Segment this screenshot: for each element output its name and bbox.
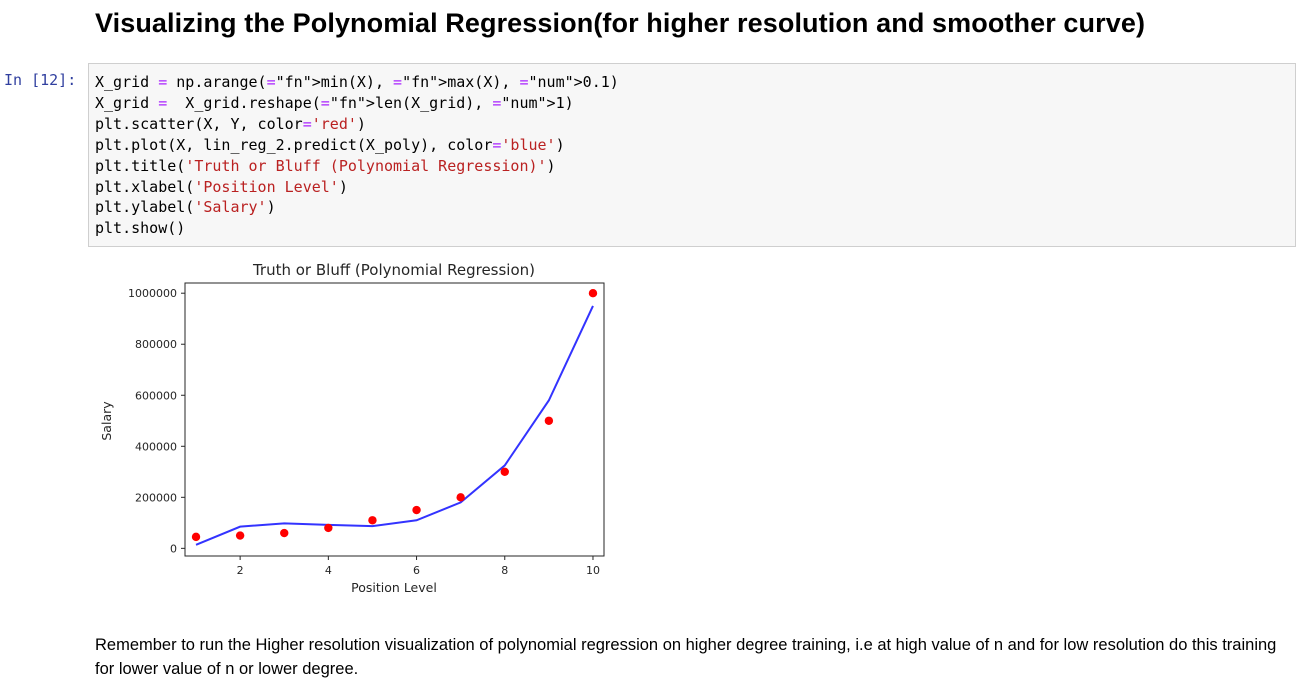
- scatter-point: [412, 505, 421, 515]
- y-tick-label: 200000: [135, 491, 177, 504]
- markdown-text: Remember to run the Higher resolution vi…: [95, 636, 1277, 678]
- code-line: X_grid = X_grid.reshape(="fn">len(X_grid…: [95, 93, 574, 112]
- x-tick-label: 2: [237, 564, 244, 577]
- y-tick-label: 800000: [135, 338, 177, 351]
- code-line: plt.title('Truth or Bluff (Polynomial Re…: [95, 156, 556, 175]
- y-tick-label: 0: [170, 542, 177, 555]
- chart-xlabel: Position Level: [351, 580, 437, 595]
- section-heading: Visualizing the Polynomial Regression(fo…: [95, 8, 1146, 38]
- regression-line: [195, 305, 594, 546]
- code-line: plt.ylabel('Salary'): [95, 198, 276, 217]
- y-tick-label: 1000000: [128, 287, 177, 300]
- scatter-point: [456, 493, 465, 502]
- cell-output: Truth or Bluff (Polynomial Regression) P…: [95, 254, 615, 599]
- code-block[interactable]: X_grid = np.arange(="fn">min(X), ="fn">m…: [89, 64, 1295, 239]
- y-tick-label: 600000: [135, 389, 177, 402]
- code-line: X_grid = np.arange(="fn">min(X), ="fn">m…: [95, 73, 619, 91]
- scatter-point: [280, 528, 289, 538]
- chart-title: Truth or Bluff (Polynomial Regression): [252, 261, 535, 279]
- scatter-point: [544, 416, 554, 425]
- code-line: plt.scatter(X, Y, color='red'): [95, 114, 366, 133]
- code-line: plt.xlabel('Position Level'): [95, 177, 348, 196]
- cell-prompt: In [12]:: [4, 71, 77, 89]
- scatter-point: [235, 531, 245, 540]
- scatter-point: [588, 289, 598, 298]
- plot-area: 2 4 6 8 10 0 200000 400000 600000 800000 1000000: [128, 282, 605, 577]
- scatter-point: [500, 467, 509, 477]
- code-line: plt.show(): [95, 219, 186, 238]
- scatter-point: [324, 523, 333, 533]
- x-tick-label: 10: [586, 564, 600, 577]
- polynomial-regression-chart: Truth or Bluff (Polynomial Regression) P…: [99, 261, 605, 595]
- axes-frame: [184, 282, 605, 557]
- chart-ylabel: Salary: [99, 401, 114, 441]
- scatter-point: [368, 516, 377, 525]
- code-line: plt.plot(X, lin_reg_2.predict(X_poly), c…: [95, 135, 565, 154]
- x-tick-label: 8: [501, 564, 508, 577]
- x-tick-label: 4: [325, 564, 332, 577]
- x-tick-label: 6: [413, 564, 420, 577]
- code-cell-editor[interactable]: X_grid = np.arange(="fn">min(X), ="fn">m…: [88, 63, 1296, 247]
- scatter-point: [191, 532, 201, 542]
- y-tick-label: 400000: [135, 440, 177, 453]
